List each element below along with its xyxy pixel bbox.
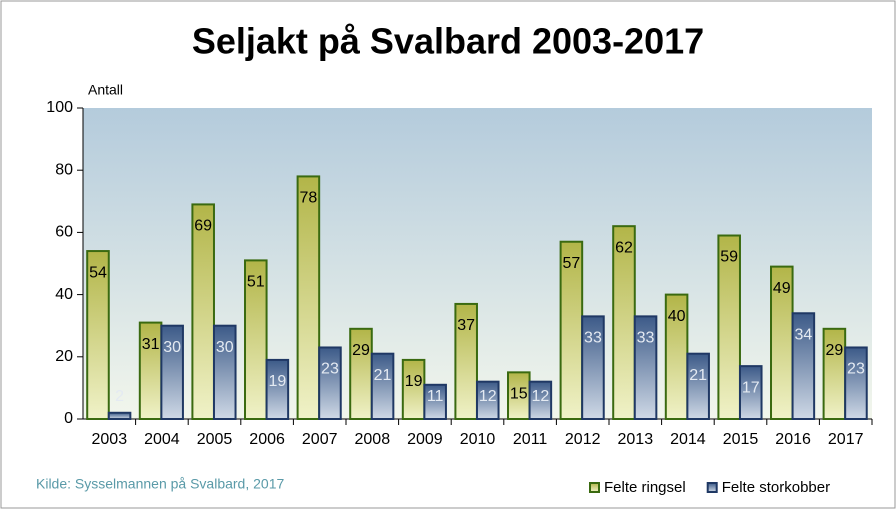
value-label: 23 — [321, 361, 339, 378]
bar — [244, 259, 268, 421]
value-label: 78 — [299, 190, 317, 207]
legend-label: Felte storkobber — [722, 479, 830, 496]
value-label: 33 — [584, 330, 602, 347]
value-label: 2 — [115, 388, 124, 405]
value-label: 12 — [531, 388, 549, 405]
y-tick-label: 80 — [55, 161, 73, 178]
value-label: 23 — [847, 361, 865, 378]
value-label: 19 — [405, 373, 423, 390]
value-label: 54 — [89, 264, 107, 281]
bar — [581, 315, 605, 420]
chart-title: Seljakt på Svalbard 2003-2017 — [192, 21, 704, 62]
bar — [717, 234, 741, 420]
source: Kilde: Sysselmannen på Svalbard, 2017 — [36, 476, 284, 492]
value-label: 15 — [510, 386, 528, 403]
bar — [528, 380, 553, 420]
bar — [107, 411, 132, 420]
x-tick-label: 2013 — [618, 431, 654, 448]
bar — [738, 365, 763, 421]
x-tick-label: 2012 — [565, 431, 601, 448]
bar — [212, 324, 237, 421]
bar — [160, 324, 184, 421]
bar — [791, 312, 816, 421]
value-label: 11 — [427, 388, 444, 405]
x-tick-label: 2005 — [197, 431, 233, 448]
value-label: 29 — [825, 342, 843, 359]
x-tick-label: 2009 — [407, 431, 443, 448]
x-tick-label: 2007 — [302, 431, 338, 448]
legend-label: Felte ringsel — [604, 479, 686, 496]
value-label: 21 — [689, 367, 707, 384]
bar — [423, 383, 447, 421]
y-tick-label: 40 — [55, 286, 73, 303]
x-tick-label: 2006 — [249, 431, 285, 448]
bar — [370, 352, 395, 420]
bar — [318, 346, 342, 420]
x-tick-label: 2016 — [775, 431, 811, 448]
x-tick-label: 2011 — [513, 431, 548, 448]
value-label: 59 — [720, 249, 738, 266]
y-tick-label: 0 — [64, 410, 73, 427]
x-tick-label: 2008 — [355, 431, 391, 448]
value-label: 31 — [142, 336, 160, 353]
value-label: 49 — [773, 280, 791, 297]
value-label: 21 — [374, 367, 392, 384]
x-tick-label: 2004 — [144, 431, 180, 448]
x-tick-label: 2017 — [828, 431, 864, 448]
value-label: 51 — [247, 274, 265, 291]
y-tick-label: 100 — [46, 99, 73, 116]
value-label: 19 — [268, 373, 286, 390]
value-label: 30 — [216, 339, 234, 356]
legend-swatch — [706, 482, 718, 493]
bar — [191, 203, 215, 420]
value-label: 37 — [457, 317, 475, 334]
bar — [86, 250, 110, 420]
bar — [475, 380, 500, 420]
value-label: 62 — [615, 239, 633, 256]
value-label: 29 — [352, 342, 370, 359]
bar — [265, 358, 290, 421]
bar — [454, 302, 478, 420]
value-label: 57 — [562, 255, 580, 272]
bar — [844, 346, 868, 420]
x-tick-label: 2003 — [92, 431, 128, 448]
x-tick-label: 2010 — [460, 431, 496, 448]
value-label: 17 — [742, 379, 760, 396]
y-axis-label: Antall — [88, 82, 123, 98]
y-tick-label: 20 — [55, 348, 73, 365]
bar — [296, 175, 321, 420]
value-label: 12 — [479, 388, 497, 405]
x-tick-label: 2014 — [670, 431, 706, 448]
value-label: 69 — [194, 218, 212, 235]
value-label: 30 — [163, 339, 181, 356]
bar — [686, 352, 710, 420]
bar — [633, 315, 658, 420]
x-tick-label: 2015 — [723, 431, 759, 448]
value-label: 33 — [637, 330, 655, 347]
value-label: 34 — [794, 326, 812, 343]
y-tick-label: 60 — [55, 224, 73, 241]
value-label: 40 — [668, 308, 686, 325]
legend-swatch — [589, 482, 600, 493]
